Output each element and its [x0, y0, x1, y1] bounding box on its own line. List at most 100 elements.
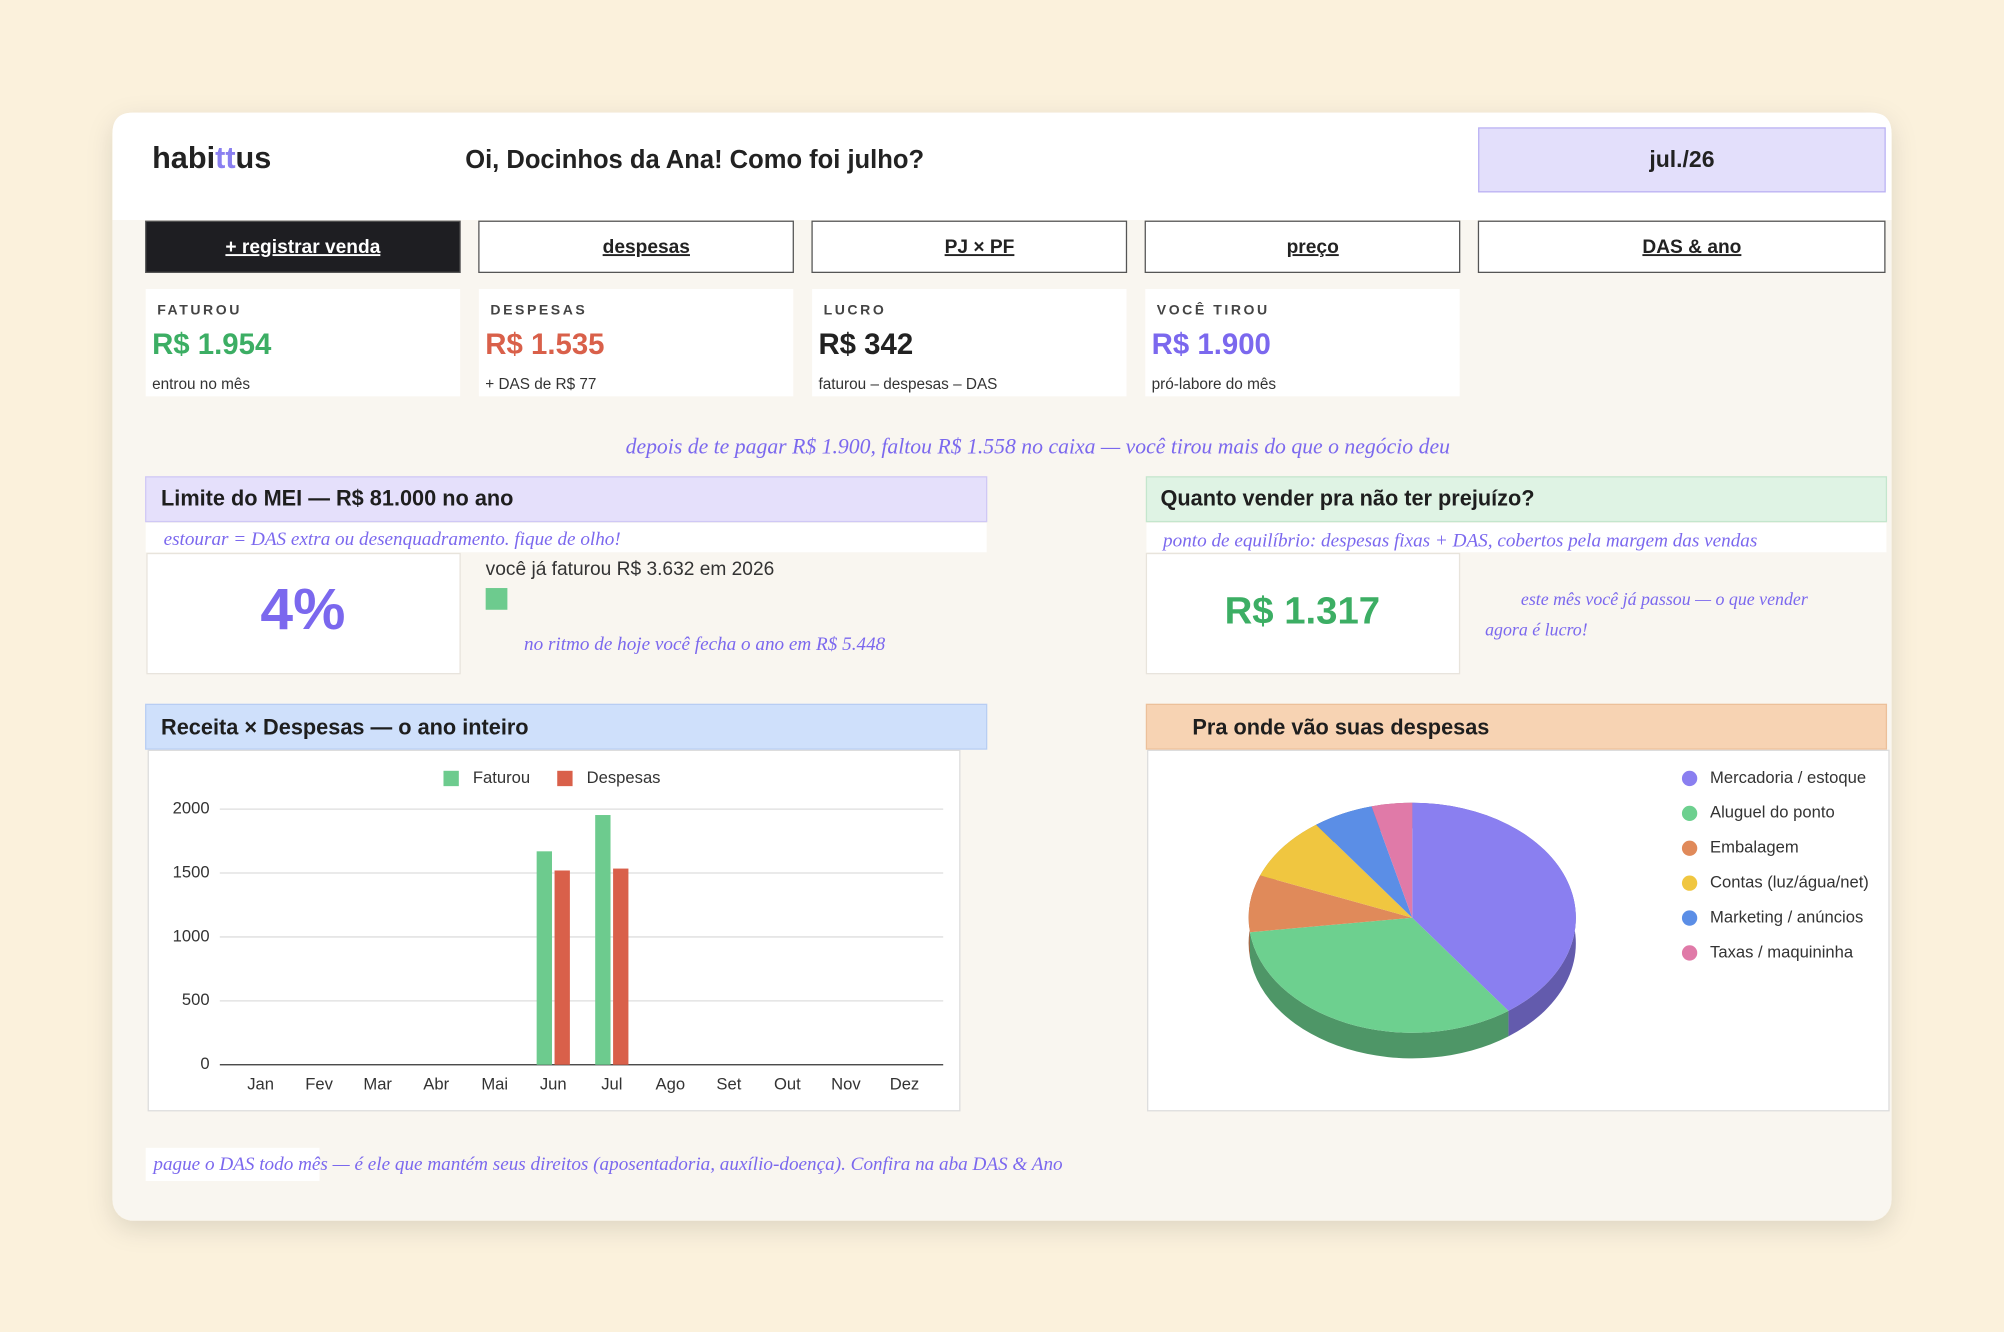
- card-note: entrou no mês: [152, 376, 250, 393]
- nav-label: despesas: [603, 237, 690, 258]
- note: estourar = DAS extra ou desenquadramento…: [164, 529, 621, 550]
- value-box: [1145, 552, 1461, 675]
- card-value: R$ 342: [818, 328, 913, 361]
- x-tick-label: Ago: [656, 1075, 686, 1094]
- card-value: R$ 1.954: [152, 328, 272, 361]
- nav-label: DAS & ano: [1642, 237, 1741, 258]
- panel-title-bar: [1145, 703, 1888, 750]
- x-tick-label: Fev: [305, 1075, 333, 1094]
- legend-swatch: [1681, 875, 1698, 891]
- chart-title: Pra onde vão suas despesas: [1192, 714, 1489, 739]
- note-row: [1146, 522, 1887, 553]
- breakeven-value: R$ 1.317: [1225, 590, 1381, 633]
- note-row: [145, 522, 987, 553]
- legend-label: Faturou: [473, 768, 530, 787]
- legend-label: Despesas: [587, 768, 661, 787]
- logo-part: tt: [215, 141, 235, 175]
- nav-button[interactable]: [811, 220, 1128, 273]
- y-tick-label: 500: [182, 990, 210, 1009]
- legend-swatch: [1681, 840, 1698, 856]
- y-tick-label: 1000: [173, 926, 210, 945]
- nav-label: + registrar venda: [225, 237, 380, 258]
- card-label: LUCRO: [824, 301, 887, 317]
- legend-swatch: [1681, 910, 1698, 926]
- bar: [595, 815, 611, 1065]
- legend-swatch: [1681, 805, 1698, 822]
- mei-percent: 4%: [260, 577, 345, 642]
- bar-chart: 0 500 1000 1500 2000 Faturou Despesas Jan Fev Mar…: [173, 768, 944, 1094]
- legend-swatch: [1681, 945, 1698, 961]
- x-tick-label: Out: [774, 1075, 801, 1094]
- x-tick-label: Nov: [831, 1075, 861, 1094]
- summary-note: depois de te pagar R$ 1.900, faltou R$ 1…: [626, 435, 1451, 459]
- bar: [554, 870, 570, 1065]
- note: ponto de equilíbrio: despesas fixas + DA…: [1161, 530, 1757, 551]
- stat-card: [478, 288, 794, 397]
- bar: [613, 868, 629, 1065]
- pie-slice: [1248, 875, 1413, 933]
- x-tick-label: Jun: [540, 1075, 567, 1094]
- comment: agora é lucro!: [1485, 620, 1588, 640]
- chart-box: [147, 749, 961, 1112]
- legend-swatch: [443, 770, 459, 787]
- card-value: R$ 1.900: [1152, 328, 1271, 361]
- x-tick-label: Jan: [247, 1075, 274, 1094]
- legend-label: Mercadoria / estoque: [1710, 768, 1866, 787]
- nav-label: preço: [1287, 237, 1339, 258]
- progress-bar: [485, 588, 508, 610]
- mei-projection: no ritmo de hoje você fecha o ano em R$ …: [524, 634, 886, 655]
- stat-card: [1145, 288, 1460, 397]
- legend-swatch: [1681, 770, 1698, 787]
- nav-button[interactable]: [478, 220, 794, 273]
- legend-label: Contas (luz/água/net): [1710, 873, 1869, 892]
- y-tick-label: 1500: [173, 862, 210, 881]
- panel-title-bar: [145, 703, 988, 750]
- card-note: pró-labore do mês: [1152, 376, 1277, 393]
- legend-label: Taxas / maquininha: [1710, 942, 1854, 961]
- pie-slice: [1249, 917, 1509, 1033]
- card-label: FATUROU: [157, 301, 242, 317]
- card-value: R$ 1.535: [485, 328, 604, 361]
- card-note: + DAS de R$ 77: [485, 376, 596, 393]
- pie-chart: Mercadoria / estoque Aluguel do ponto Emba…: [1248, 768, 1869, 1059]
- card-label: DESPESAS: [490, 301, 587, 317]
- card-label: VOCÊ TIROU: [1157, 300, 1270, 317]
- pie-slice: [1412, 802, 1576, 1011]
- nav-label: PJ × PF: [945, 237, 1015, 258]
- stat-card: [812, 288, 1127, 397]
- panel-title: Limite do MEI — R$ 81.000 no ano: [161, 486, 513, 511]
- y-tick-label: 0: [200, 1054, 209, 1073]
- card-note: faturou – despesas – DAS: [818, 376, 997, 393]
- footer-note: pague o DAS todo mês — é ele que mantém …: [151, 1154, 1062, 1175]
- legend-label: Aluguel do ponto: [1710, 803, 1835, 822]
- nav-button[interactable]: [1144, 220, 1461, 273]
- y-tick-label: 2000: [173, 799, 210, 818]
- period-selector[interactable]: [1478, 127, 1886, 193]
- logo-part: habi: [152, 141, 215, 175]
- legend-label: Embalagem: [1710, 838, 1799, 857]
- pie-slice: [1371, 802, 1413, 918]
- nav: + registrar venda despesas PJ × PF preço DAS…: [145, 220, 1886, 273]
- stat-card: [145, 288, 461, 397]
- cards: FATUROU R$ 1.954 entrou no mês DESPESAS R$ 1…: [145, 288, 1460, 397]
- header-bar: [112, 112, 1892, 220]
- logo: habittus: [152, 141, 271, 175]
- percent-box: [146, 552, 461, 675]
- legend-swatch: [557, 770, 573, 787]
- mei-progress: você já faturou R$ 3.632 em 2026: [486, 559, 775, 580]
- panel-title: Quanto vender pra não ter prejuízo?: [1160, 486, 1534, 511]
- x-tick-label: Dez: [890, 1075, 920, 1094]
- panel-title-bar: [145, 476, 988, 523]
- period: jul./26: [1648, 146, 1714, 172]
- logo-part: us: [236, 141, 272, 175]
- nav-button[interactable]: [145, 220, 461, 273]
- highlight: [145, 1147, 320, 1182]
- x-tick-label: Mar: [363, 1075, 392, 1094]
- greeting: Oi, Docinhos da Ana! Como foi julho?: [465, 146, 924, 174]
- bar: [536, 851, 552, 1065]
- panel-title-bar: [1145, 476, 1888, 523]
- x-tick-label: Abr: [423, 1075, 449, 1094]
- nav-button[interactable]: [1477, 220, 1886, 273]
